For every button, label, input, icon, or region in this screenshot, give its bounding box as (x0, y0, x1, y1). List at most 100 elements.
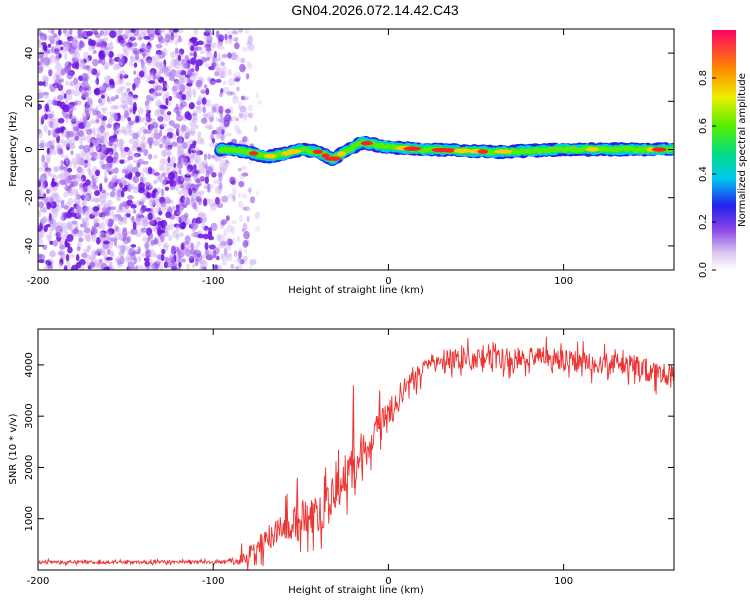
noise-blob (95, 147, 100, 152)
noise-blob (68, 29, 73, 35)
noise-blob (167, 146, 172, 152)
noise-blob (255, 92, 260, 99)
snr-x-tick-label: 0 (385, 576, 391, 587)
noise-blob (109, 252, 114, 258)
noise-blob (136, 34, 143, 41)
noise-blob (88, 138, 96, 143)
noise-blob (175, 204, 180, 211)
noise-blob (126, 87, 131, 93)
noise-blob (193, 151, 201, 157)
noise-blob (121, 34, 129, 40)
noise-blob (68, 138, 76, 146)
noise-blob (51, 122, 59, 130)
noise-blob (44, 79, 48, 87)
noise-blob (177, 145, 183, 151)
noise-blob (87, 244, 92, 250)
noise-blob (199, 176, 205, 182)
noise-blob (94, 252, 99, 256)
noise-blob (161, 112, 167, 117)
noise-blob (67, 38, 71, 46)
noise-blob (243, 230, 250, 240)
noise-blob (126, 235, 132, 244)
noise-blob (157, 240, 162, 247)
noise-blob (137, 246, 141, 255)
snr-spike (295, 477, 299, 542)
ridge-peak (286, 149, 302, 154)
noise-blob (214, 196, 220, 205)
noise-blob (238, 265, 243, 270)
noise-blob (167, 171, 176, 181)
noise-blob (83, 82, 90, 89)
noise-blob (123, 213, 128, 220)
noise-blob (184, 212, 189, 219)
noise-blob (242, 136, 248, 143)
noise-blob (85, 212, 91, 221)
noise-blob (127, 117, 132, 122)
noise-blob (161, 188, 165, 197)
noise-blob (144, 181, 151, 187)
noise-blob (241, 96, 249, 101)
noise-blob (187, 245, 192, 253)
noise-blob (70, 212, 77, 217)
noise-blob (38, 103, 43, 110)
noise-blob (228, 77, 235, 86)
noise-blob (109, 148, 114, 156)
ridge-peak (477, 149, 489, 154)
noise-blob (127, 183, 132, 192)
noise-blob (73, 100, 78, 107)
noise-blob (193, 115, 198, 121)
noise-blob (117, 216, 124, 222)
noise-blob (110, 177, 115, 184)
noise-blob (108, 117, 112, 126)
noise-blob (142, 216, 148, 222)
noise-blob (204, 46, 212, 55)
noise-blob (148, 220, 156, 226)
noise-blob (167, 144, 173, 150)
noise-blob (83, 121, 91, 128)
noise-blob (188, 130, 196, 137)
noise-blob (198, 258, 203, 265)
noise-blob (58, 40, 63, 46)
snr-marks (38, 336, 674, 570)
noise-blob (84, 195, 90, 202)
noise-blob (54, 50, 60, 55)
noise-blob (192, 166, 196, 175)
noise-blob (166, 131, 174, 139)
noise-blob (133, 97, 138, 102)
noise-blob (58, 262, 63, 269)
noise-blob (74, 220, 79, 229)
noise-blob (189, 183, 195, 189)
noise-blob (132, 106, 138, 112)
noise-blob (132, 94, 139, 99)
noise-blob (226, 115, 232, 124)
noise-blob (222, 80, 226, 85)
noise-blob (67, 167, 73, 173)
noise-blob (150, 239, 155, 246)
noise-blob (204, 44, 210, 49)
noise-blob (197, 233, 205, 239)
noise-blob (220, 222, 225, 226)
noise-blob (218, 118, 226, 123)
noise-blob (45, 157, 51, 164)
noise-blob (248, 43, 256, 52)
noise-blob (71, 39, 79, 45)
noise-blob (39, 60, 44, 66)
noise-blob (171, 245, 176, 251)
noise-blob (75, 194, 81, 200)
noise-blob (59, 179, 66, 186)
noise-blob (107, 236, 111, 242)
noise-blob (199, 169, 207, 174)
noise-blob (109, 41, 114, 46)
noise-blob (38, 52, 44, 59)
noise-blob (166, 139, 171, 146)
ridge-peak (321, 153, 330, 158)
noise-blob (67, 130, 75, 138)
ridge-peak (494, 149, 512, 154)
noise-blob (194, 156, 202, 163)
noise-blob (226, 91, 233, 96)
noise-blob (108, 241, 113, 249)
noise-blob (87, 111, 92, 117)
noise-blob (153, 260, 161, 268)
noise-blob (93, 197, 102, 203)
noise-blob (220, 125, 226, 131)
